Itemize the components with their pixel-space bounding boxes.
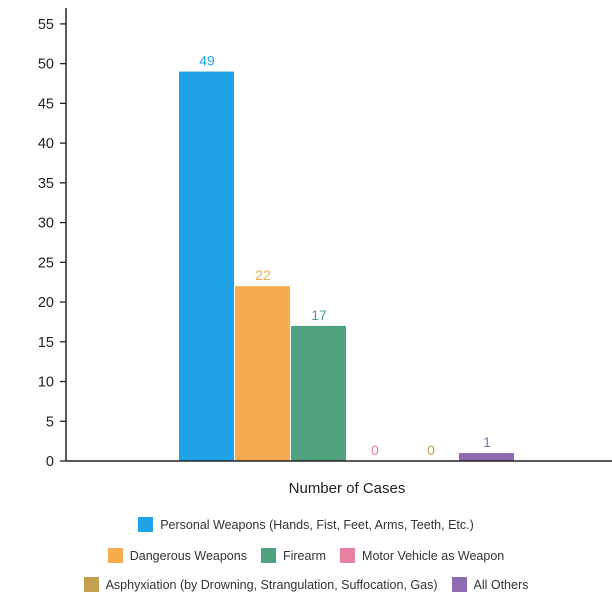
bar-value-label: 49	[199, 53, 215, 69]
legend-label: Firearm	[282, 548, 327, 563]
y-tick-label: 55	[38, 17, 54, 33]
legend-row: Dangerous Weapons Firearm Motor Vehicle as…	[0, 548, 612, 563]
bar-value-label: 0	[427, 442, 435, 458]
bar-value-label: 22	[255, 267, 271, 283]
legend-item: Personal Weapons (Hands, Fist, Feet, Arm…	[138, 517, 474, 532]
y-axis: 0 5 10 15 20 25 30 35 40 45 50 55	[38, 8, 67, 470]
legend-label: Asphyxiation (by Drowning, Strangulation…	[105, 577, 438, 592]
legend-label: Motor Vehicle as Weapon	[362, 548, 505, 563]
legend-swatch	[138, 517, 154, 532]
legend-swatch	[340, 548, 356, 563]
legend-swatch	[451, 577, 467, 592]
bar	[459, 453, 514, 461]
y-tick-label: 45	[38, 96, 54, 112]
bar-chart: 0 5 10 15 20 25 30 35 40 45 50 55 49 22 17 0 0 1 Number …	[38, 8, 612, 497]
bar	[291, 325, 346, 461]
legend-label: All Others	[473, 577, 529, 592]
bars	[179, 71, 514, 461]
bar-value-label: 17	[311, 307, 327, 323]
y-tick-label: 50	[38, 57, 54, 73]
x-axis-title: Number of Cases	[289, 480, 406, 497]
y-tick-label: 5	[46, 414, 54, 430]
bar-value-label: 1	[483, 434, 491, 450]
legend-item: Firearm	[260, 548, 327, 563]
bar	[179, 71, 234, 461]
legend-label: Personal Weapons (Hands, Fist, Feet, Arm…	[160, 517, 474, 532]
y-tick-label: 0	[46, 454, 54, 470]
bar-value-labels: 49 22 17 0 0 1	[199, 53, 491, 458]
y-tick-label: 25	[38, 255, 54, 271]
legend-item: Asphyxiation (by Drowning, Strangulation…	[83, 577, 438, 592]
legend-item: All Others	[451, 577, 529, 592]
y-tick-label: 10	[38, 375, 54, 391]
legend-swatch	[260, 548, 276, 563]
y-tick-label: 15	[38, 335, 54, 351]
legend-row: Personal Weapons (Hands, Fist, Feet, Arm…	[0, 517, 612, 532]
legend-item: Motor Vehicle as Weapon	[340, 548, 504, 563]
y-tick-label: 30	[38, 216, 54, 232]
legend-item: Dangerous Weapons	[107, 548, 247, 563]
legend-row: Asphyxiation (by Drowning, Strangulation…	[0, 577, 612, 592]
y-tick-label: 20	[38, 295, 54, 311]
legend-swatch	[83, 577, 99, 592]
bar-value-label: 0	[371, 442, 379, 458]
y-tick-label: 40	[38, 136, 54, 152]
legend-swatch	[107, 548, 123, 563]
bar	[235, 286, 290, 461]
y-tick-label: 35	[38, 176, 54, 192]
legend-label: Dangerous Weapons	[129, 548, 247, 563]
